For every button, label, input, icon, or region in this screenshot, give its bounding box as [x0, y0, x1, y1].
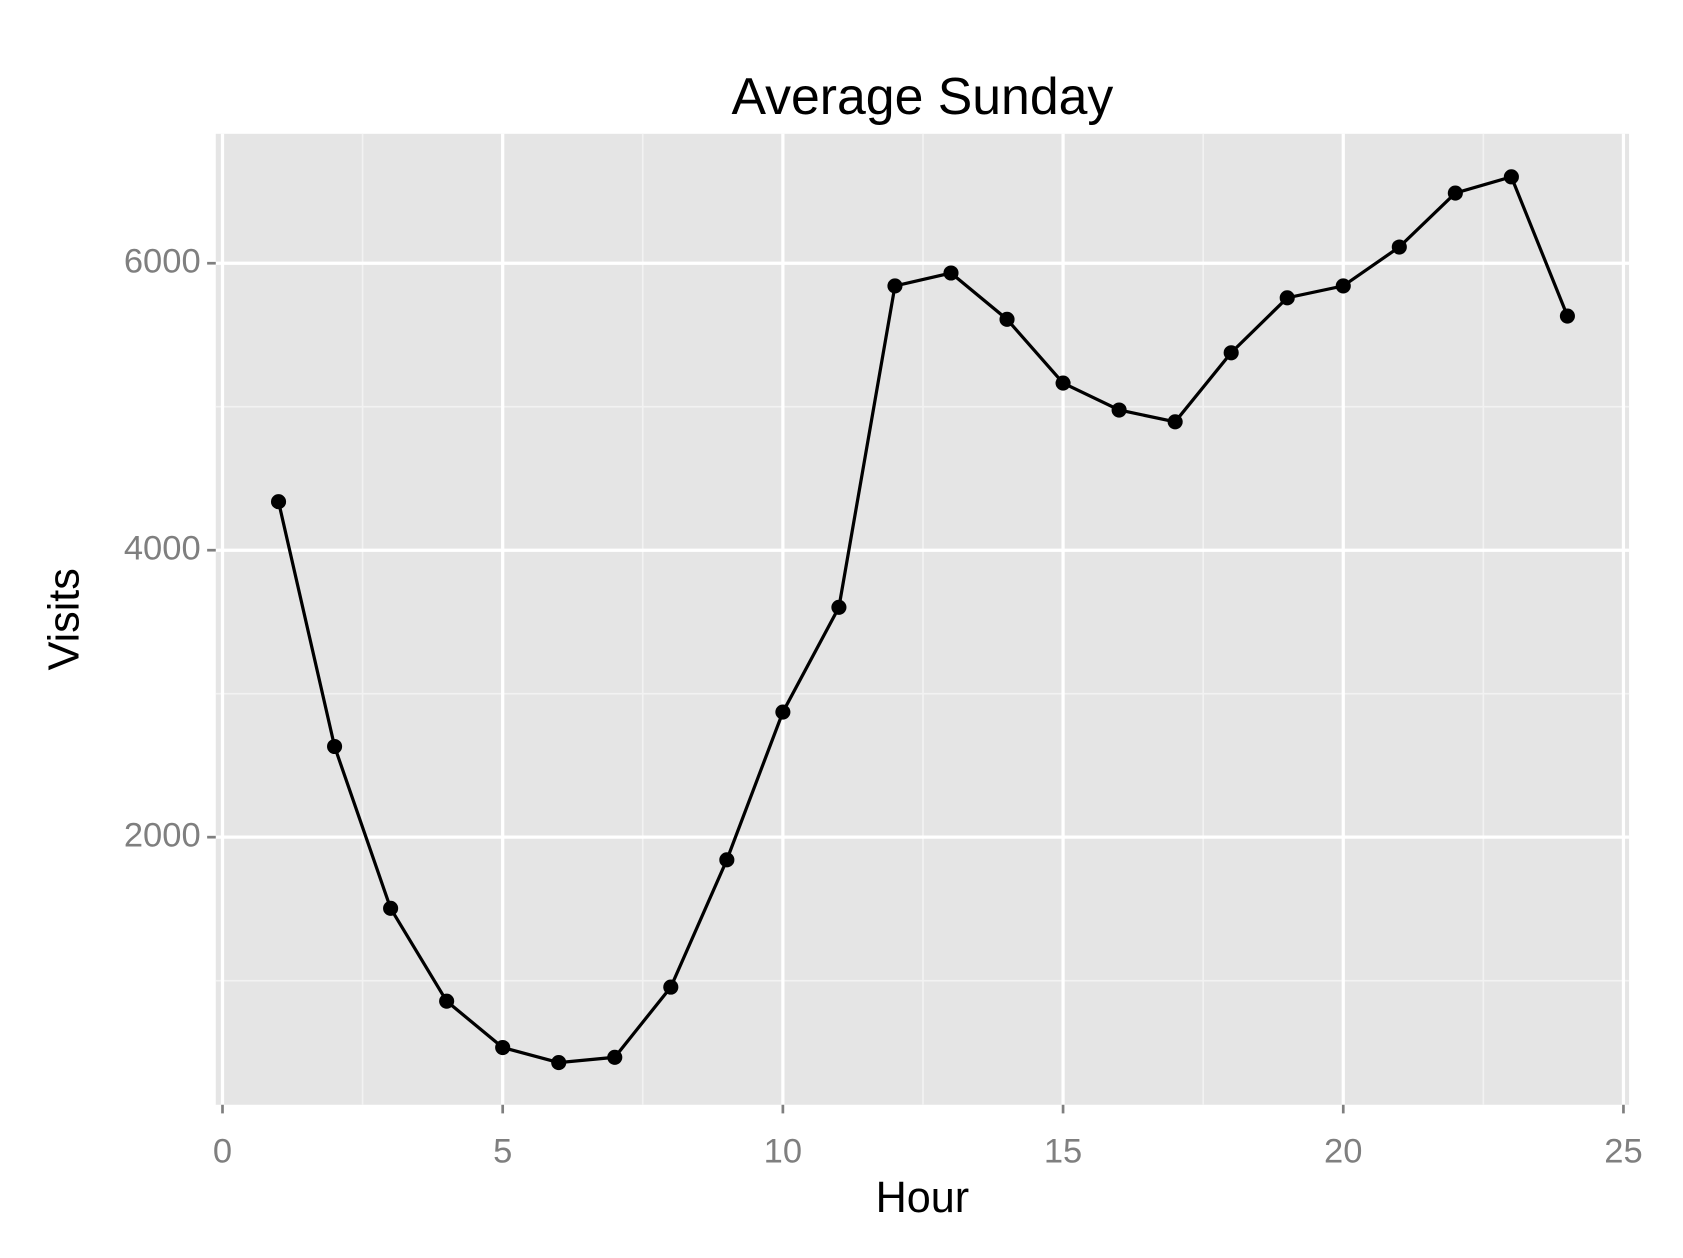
data-point [1391, 239, 1407, 255]
data-point [551, 1055, 567, 1071]
data-point [1167, 414, 1183, 430]
x-tick-label: 25 [1604, 1132, 1642, 1170]
data-point [887, 278, 903, 294]
data-point [999, 311, 1015, 327]
data-point [1503, 169, 1519, 185]
chart-title: Average Sunday [731, 67, 1113, 125]
x-axis-title: Hour [876, 1174, 970, 1222]
data-point [607, 1049, 623, 1065]
x-tick-label: 0 [213, 1132, 232, 1170]
x-tick-label: 15 [1044, 1132, 1082, 1170]
y-tick-label: 4000 [124, 529, 201, 567]
y-axis-title: Visits [40, 568, 88, 670]
data-point [831, 599, 847, 615]
data-point [1335, 278, 1351, 294]
data-point [1111, 402, 1127, 418]
data-point [383, 900, 399, 916]
y-tick-label: 6000 [124, 242, 201, 280]
data-point [1055, 375, 1071, 391]
data-line [276, 174, 1569, 1065]
y-tick-label: 2000 [124, 816, 201, 854]
x-tick-label: 10 [764, 1132, 802, 1170]
data-point [1279, 290, 1295, 306]
data-point [943, 265, 959, 281]
data-point [1559, 308, 1575, 324]
data-point [270, 494, 287, 510]
data-point [495, 1039, 511, 1056]
data-point [775, 704, 791, 720]
x-tick-label: 20 [1324, 1132, 1362, 1170]
data-point [663, 979, 679, 995]
x-tick-label: 5 [493, 1132, 512, 1170]
data-point [1447, 185, 1463, 201]
data-point [719, 852, 735, 868]
data-point [439, 993, 455, 1009]
data-point [327, 738, 343, 755]
data-point [1223, 345, 1239, 361]
